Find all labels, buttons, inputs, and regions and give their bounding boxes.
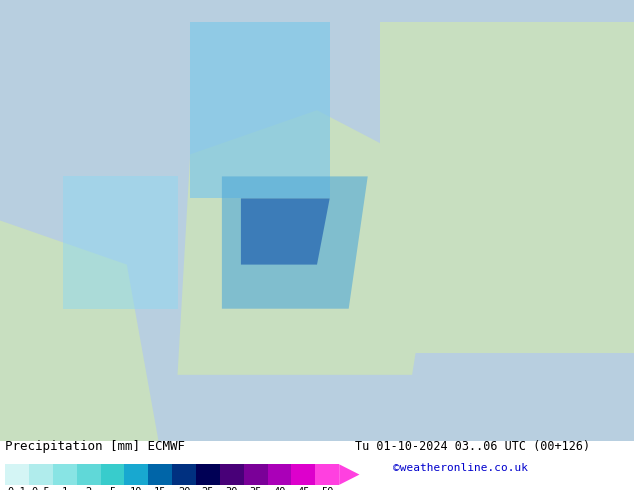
Text: Tu 01-10-2024 03..06 UTC (00+126): Tu 01-10-2024 03..06 UTC (00+126) [355, 440, 590, 453]
Bar [53, 465, 77, 485]
Bar [172, 465, 196, 485]
Polygon shape [222, 176, 368, 309]
Text: 1: 1 [61, 487, 68, 490]
Text: 5: 5 [109, 487, 115, 490]
Bar [5, 465, 29, 485]
Text: ©weatheronline.co.uk: ©weatheronline.co.uk [393, 463, 528, 473]
Bar [243, 465, 268, 485]
Text: 0.1: 0.1 [8, 487, 27, 490]
Polygon shape [380, 22, 634, 353]
Text: Precipitation [mm] ECMWF: Precipitation [mm] ECMWF [5, 440, 185, 453]
Text: 15: 15 [154, 487, 167, 490]
Text: 0.5: 0.5 [32, 487, 50, 490]
Text: 20: 20 [178, 487, 190, 490]
Text: 25: 25 [202, 487, 214, 490]
Text: 40: 40 [273, 487, 286, 490]
Bar [268, 465, 292, 485]
Bar [29, 465, 53, 485]
Polygon shape [241, 198, 330, 265]
Text: 35: 35 [249, 487, 262, 490]
Bar [220, 465, 243, 485]
Bar [315, 465, 339, 485]
Bar [148, 465, 172, 485]
Text: 2: 2 [86, 487, 92, 490]
Bar [77, 465, 101, 485]
Bar [124, 465, 148, 485]
FancyBboxPatch shape [0, 0, 634, 441]
Text: 30: 30 [226, 487, 238, 490]
Bar [292, 465, 315, 485]
Polygon shape [339, 465, 359, 485]
Text: 45: 45 [297, 487, 309, 490]
Polygon shape [0, 220, 158, 441]
Bar [196, 465, 220, 485]
Polygon shape [190, 22, 330, 198]
Polygon shape [178, 110, 444, 375]
Text: 50: 50 [321, 487, 333, 490]
Text: 10: 10 [130, 487, 143, 490]
Polygon shape [63, 176, 178, 309]
Bar [101, 465, 124, 485]
